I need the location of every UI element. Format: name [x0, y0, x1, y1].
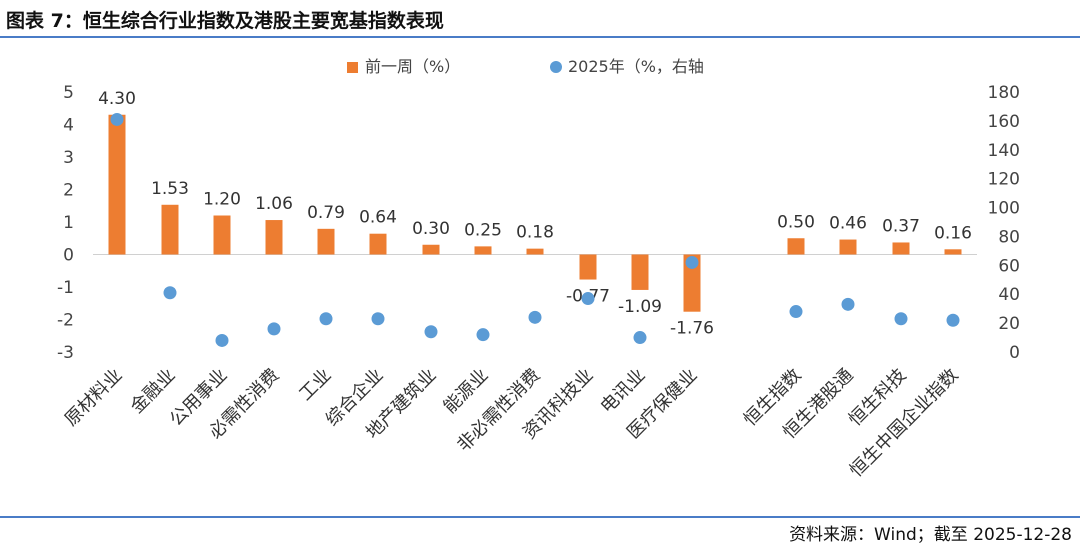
chart: 前一周（%） 2025年（%，右轴 5 4 3 2 1 0 -1 -2 -3 180 160 140 12… [57, 57, 1020, 482]
scatter-point [581, 292, 595, 306]
bar-value-label: 4.30 [98, 89, 136, 109]
scatter-point [528, 310, 542, 324]
scatter-point [789, 305, 803, 319]
scatter-point [371, 312, 385, 326]
bar-value-label: 0.64 [359, 208, 397, 228]
left-axis-tick-label: -2 [57, 311, 74, 331]
left-axis-tick-label: 5 [63, 83, 74, 103]
legend-dot-label: 2025年（%，右轴 [568, 57, 704, 76]
bar-series [108, 114, 962, 312]
scatter-point [633, 331, 647, 345]
left-axis-tick-label: 0 [63, 246, 74, 266]
bar-value-label: 1.20 [203, 190, 241, 210]
left-axis-tick-label: -1 [57, 278, 74, 298]
bar [944, 249, 962, 255]
bar [892, 242, 910, 255]
bar-value-label: 0.16 [934, 223, 972, 243]
left-axis-tick-label: -3 [57, 343, 74, 363]
bar-value-label: 0.79 [307, 203, 345, 223]
bar [213, 215, 231, 255]
bar-value-label: 0.37 [882, 216, 920, 236]
right-axis-tick-label: 180 [988, 83, 1020, 103]
bar-value-label: -1.09 [618, 297, 662, 317]
bar [631, 254, 649, 290]
scatter-point [110, 112, 124, 126]
bar-value-label: 0.25 [464, 220, 502, 240]
scatter-point [267, 322, 281, 336]
source-note: 资料来源：Wind；截至 2025-12-28 [789, 525, 1072, 545]
scatter-point [319, 312, 333, 326]
bar-value-label: 1.06 [255, 194, 293, 214]
left-axis-tick-label: 4 [63, 116, 74, 136]
scatter-point [424, 325, 438, 339]
bar [683, 254, 701, 312]
left-axis-tick-label: 2 [63, 181, 74, 201]
bar [787, 238, 805, 255]
bar [526, 248, 544, 255]
bar [422, 244, 440, 255]
bar [839, 239, 857, 255]
right-axis-tick-label: 100 [988, 199, 1020, 219]
bar [265, 220, 283, 255]
right-axis-tick-label: 120 [988, 170, 1020, 190]
bar [317, 228, 335, 255]
bar [108, 114, 126, 255]
right-axis-tick-label: 20 [998, 314, 1020, 334]
figure-title: 图表 7：恒生综合行业指数及港股主要宽基指数表现 [6, 10, 444, 32]
bar-value-label: 0.18 [516, 223, 554, 243]
category-label: 工业 [295, 365, 335, 405]
bar-label-group: 4.301.531.201.060.790.640.300.250.18-0.7… [98, 89, 972, 339]
scatter-point [894, 312, 908, 326]
right-axis-tick-label: 160 [988, 112, 1020, 132]
scatter-point [215, 333, 229, 347]
bar-value-label: 0.30 [412, 219, 450, 239]
legend-bar-label: 前一周（%） [365, 57, 460, 76]
scatter-point [946, 313, 960, 327]
left-axis-tick-label: 1 [63, 213, 74, 233]
legend-dot-swatch [550, 61, 562, 73]
scatter-point [841, 297, 855, 311]
right-axis-tick-label: 140 [988, 141, 1020, 161]
right-axis-tick-label: 0 [1009, 343, 1020, 363]
bar-value-label: 1.53 [151, 179, 189, 199]
dot-series [110, 112, 960, 347]
right-axis-tick-label: 40 [998, 285, 1020, 305]
category-label: 原材料业 [61, 365, 127, 431]
legend-bar-swatch [347, 62, 358, 73]
scatter-point [685, 255, 699, 269]
bar-value-label: 0.46 [829, 214, 867, 234]
right-axis-tick-label: 60 [998, 256, 1020, 276]
bar [369, 233, 387, 255]
left-axis-tick-label: 3 [63, 148, 74, 168]
scatter-point [163, 286, 177, 300]
top-divider [0, 36, 1080, 38]
bar [579, 254, 597, 280]
bar-value-label: -1.76 [670, 319, 714, 339]
bar-value-label: 0.50 [777, 212, 815, 232]
bottom-divider [0, 516, 1080, 518]
right-axis-tick-label: 80 [998, 227, 1020, 247]
bar [474, 246, 492, 255]
scatter-point [476, 328, 490, 342]
bar [161, 204, 179, 255]
legend: 前一周（%） 2025年（%，右轴 [347, 57, 704, 76]
